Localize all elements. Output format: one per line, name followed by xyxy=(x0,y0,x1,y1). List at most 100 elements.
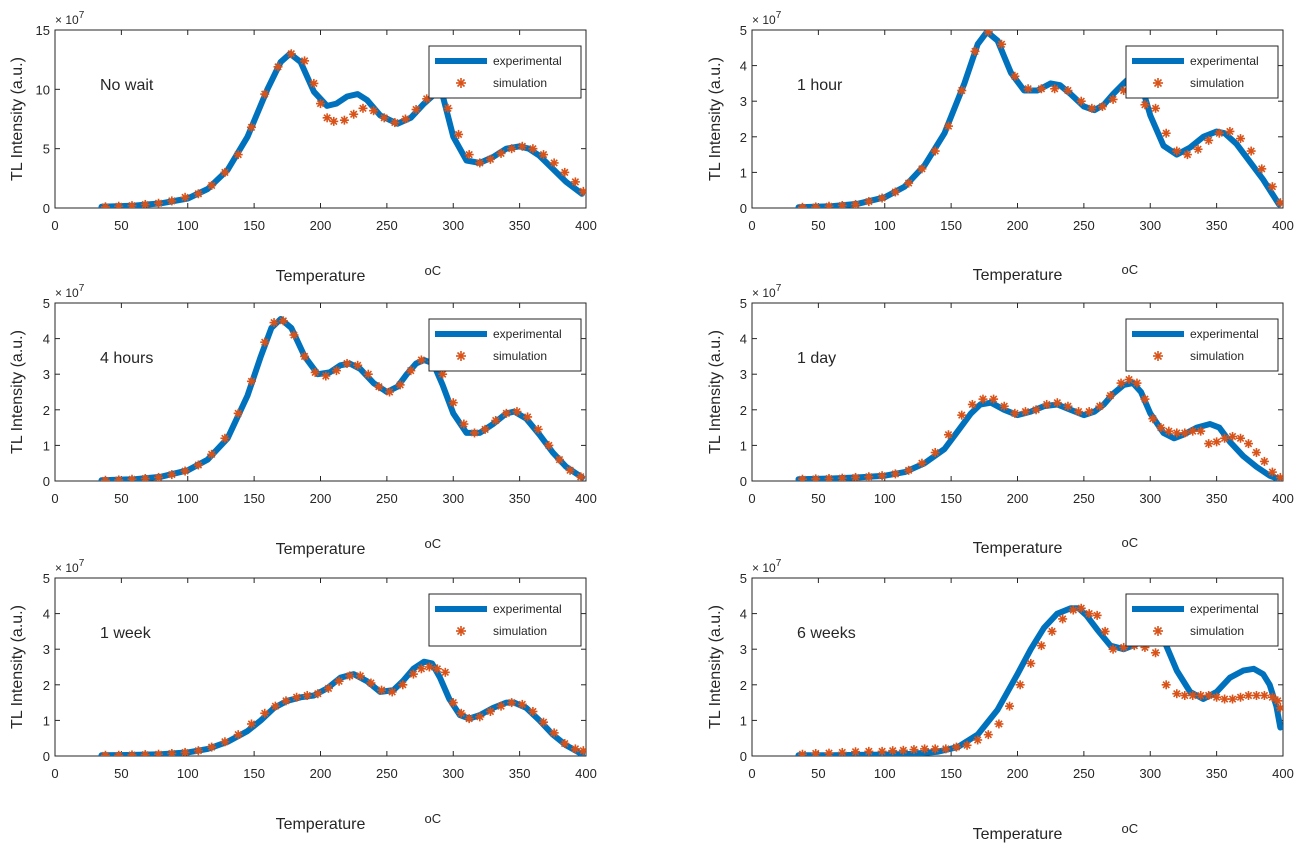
simulation-marker xyxy=(300,351,310,361)
x-tick-label: 250 xyxy=(376,491,398,506)
y-multiplier: × 107 xyxy=(55,558,85,575)
simulation-marker xyxy=(888,746,898,756)
simulation-marker xyxy=(464,150,474,160)
simulation-marker xyxy=(127,201,137,208)
simulation-marker xyxy=(917,164,927,174)
legend-box xyxy=(1125,45,1279,99)
simulation-marker xyxy=(997,39,1007,49)
panel-annotation: No wait xyxy=(100,77,154,94)
simulation-marker xyxy=(1275,472,1283,481)
simulation-marker xyxy=(448,698,458,708)
simulation-marker xyxy=(345,671,355,681)
x-tick-label: 250 xyxy=(1073,766,1095,781)
simulation-marker xyxy=(329,116,339,126)
simulation-marker xyxy=(366,678,376,688)
simulation-marker xyxy=(1148,414,1158,424)
y-tick-label: 5 xyxy=(740,23,747,38)
y-tick-label: 0 xyxy=(740,474,747,489)
y-tick-label: 3 xyxy=(740,94,747,109)
simulation-marker xyxy=(837,747,847,756)
simulation-marker xyxy=(1076,96,1086,106)
simulation-marker xyxy=(1267,467,1277,477)
x-tick-label: 150 xyxy=(243,766,265,781)
simulation-marker xyxy=(100,475,110,481)
simulation-marker xyxy=(1124,375,1134,385)
simulation-marker xyxy=(930,448,940,458)
simulation-marker xyxy=(339,115,349,125)
simulation-marker xyxy=(824,201,834,208)
simulation-marker xyxy=(309,78,319,88)
simulation-marker xyxy=(1251,690,1261,700)
x-tick-label: 150 xyxy=(940,491,962,506)
x-tick-label: 350 xyxy=(1206,491,1228,506)
chart-panel: 0 50 100 150 200 250 300 350 400 0 1 2 3 4 5 × 107 Tempe… xyxy=(707,558,1294,843)
x-tick-label: 150 xyxy=(940,218,962,233)
simulation-marker xyxy=(321,371,331,381)
simulation-marker xyxy=(154,198,164,208)
simulation-marker xyxy=(983,30,993,37)
simulation-marker xyxy=(167,749,177,756)
simulation-marker xyxy=(549,158,559,168)
simulation-marker xyxy=(864,746,874,756)
simulation-marker xyxy=(1108,644,1118,654)
simulation-marker xyxy=(877,471,887,481)
simulation-marker xyxy=(1251,448,1261,458)
simulation-marker xyxy=(544,440,554,450)
simulation-marker xyxy=(1068,605,1078,615)
simulation-marker xyxy=(1140,100,1150,110)
simulation-marker xyxy=(917,458,927,468)
simulation-marker xyxy=(331,366,341,376)
simulation-marker xyxy=(281,696,291,706)
simulation-marker xyxy=(507,698,517,708)
simulation-marker xyxy=(443,103,453,113)
legend: experimental simulation xyxy=(428,593,582,647)
x-tick-label: 350 xyxy=(1206,218,1228,233)
legend-experimental-label: experimental xyxy=(1190,327,1259,341)
x-axis-label: Temperature xyxy=(276,268,366,285)
simulation-marker xyxy=(313,689,323,699)
x-axis-label: Temperature xyxy=(973,540,1063,557)
simulation-marker xyxy=(1188,426,1198,436)
legend-box xyxy=(428,593,582,647)
simulation-marker xyxy=(398,680,408,690)
legend: experimental simulation xyxy=(1125,45,1279,99)
legend-simulation-swatch xyxy=(1153,78,1163,88)
simulation-marker xyxy=(973,735,983,745)
simulation-marker xyxy=(286,49,296,59)
simulation-marker xyxy=(1228,432,1238,441)
simulation-marker xyxy=(233,730,243,740)
simulation-marker xyxy=(1236,433,1246,443)
y-tick-label: 0 xyxy=(43,201,50,216)
legend-box xyxy=(428,45,582,99)
simulation-marker xyxy=(1273,696,1283,706)
x-axis-unit: oC xyxy=(1122,262,1139,277)
simulation-marker xyxy=(1236,134,1246,144)
simulation-marker xyxy=(1243,690,1253,700)
simulation-marker xyxy=(377,685,387,695)
simulation-marker xyxy=(1026,658,1036,668)
y-tick-label: 5 xyxy=(740,571,747,586)
legend-simulation-swatch xyxy=(1153,626,1163,636)
simulation-marker xyxy=(1196,426,1206,436)
simulation-marker xyxy=(989,394,999,404)
simulation-marker xyxy=(811,202,821,208)
simulation-marker xyxy=(1188,690,1198,700)
simulation-marker xyxy=(358,103,368,113)
y-tick-label: 5 xyxy=(43,296,50,311)
simulation-marker xyxy=(1275,703,1283,713)
simulation-marker xyxy=(300,56,310,66)
simulation-marker xyxy=(1100,626,1110,636)
legend-simulation-label: simulation xyxy=(1190,624,1244,638)
legend-simulation-swatch xyxy=(456,626,466,636)
y-axis-label: TL Intensity (a.u.) xyxy=(707,57,724,181)
simulation-marker xyxy=(416,355,426,365)
simulation-marker xyxy=(1050,84,1060,94)
y-tick-label: 0 xyxy=(740,749,747,764)
simulation-marker xyxy=(1259,456,1269,466)
y-tick-label: 1 xyxy=(740,438,747,453)
y-tick-label: 1 xyxy=(43,438,50,453)
x-tick-label: 400 xyxy=(575,218,597,233)
simulation-marker xyxy=(1220,433,1230,443)
simulation-marker xyxy=(379,113,389,123)
simulation-marker xyxy=(797,474,807,481)
